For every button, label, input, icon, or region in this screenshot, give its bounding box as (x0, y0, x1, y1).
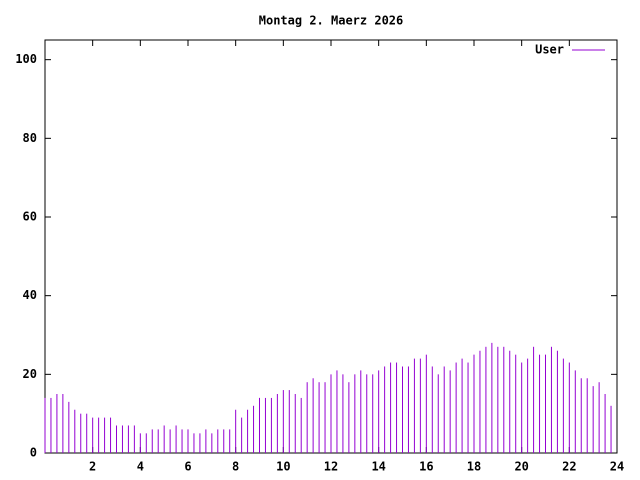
x-tick-label: 20 (514, 460, 528, 474)
legend-label: User (535, 43, 564, 57)
y-tick-label: 20 (23, 367, 37, 381)
x-tick-label: 10 (276, 460, 290, 474)
x-tick-label: 16 (419, 460, 433, 474)
x-tick-label: 2 (89, 460, 96, 474)
chart-title: Montag 2. Maerz 2026 (259, 14, 404, 28)
x-tick-label: 8 (232, 460, 239, 474)
y-tick-label: 40 (23, 288, 37, 302)
x-tick-label: 14 (371, 460, 385, 474)
x-tick-label: 12 (324, 460, 338, 474)
y-tick-label: 0 (30, 446, 37, 460)
y-tick-label: 100 (15, 52, 37, 66)
y-tick-label: 60 (23, 210, 37, 224)
x-tick-label: 6 (184, 460, 191, 474)
x-tick-label: 24 (610, 460, 624, 474)
x-tick-label: 22 (562, 460, 576, 474)
y-tick-label: 80 (23, 131, 37, 145)
x-tick-label: 18 (467, 460, 481, 474)
x-tick-label: 4 (137, 460, 144, 474)
